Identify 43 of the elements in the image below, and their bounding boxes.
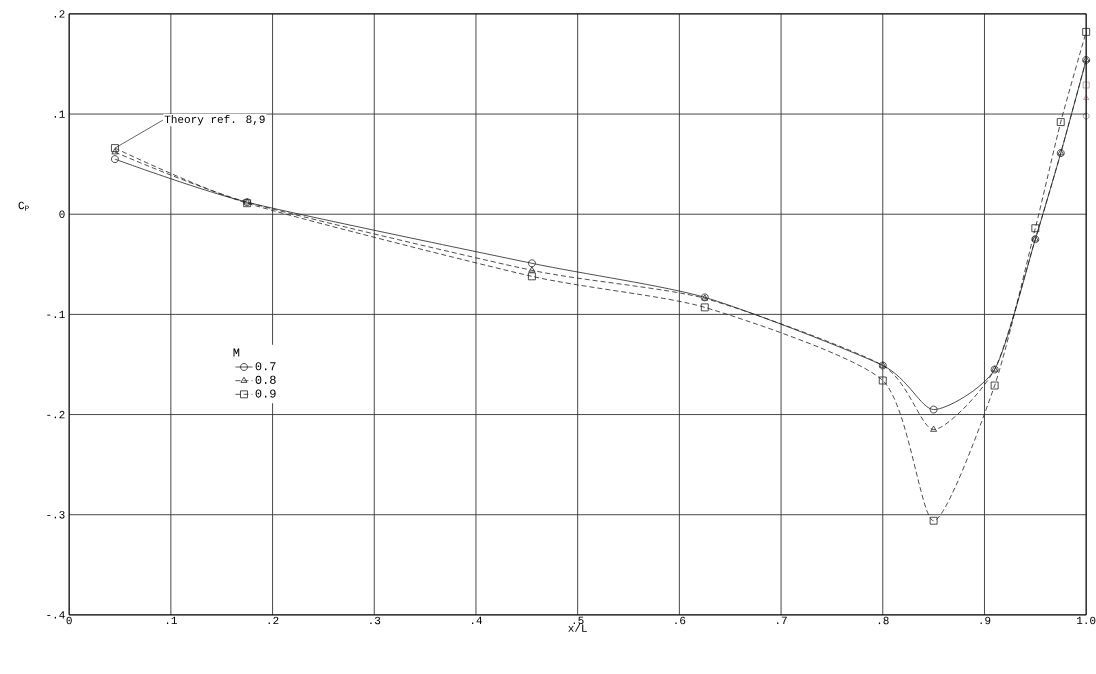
x-axis-title: x/L	[568, 623, 587, 632]
y-tick-label: .2	[54, 10, 65, 18]
y-tick-label: .1	[54, 110, 65, 118]
legend-title: M	[233, 348, 240, 357]
point	[1056, 118, 1065, 126]
point	[1031, 224, 1040, 233]
point	[528, 266, 536, 273]
point	[528, 259, 536, 268]
y-tick-label: -.2	[47, 410, 65, 419]
point	[111, 148, 119, 155]
x-tick-label: 0	[66, 616, 72, 625]
x-tick-label: .2	[268, 616, 279, 625]
point	[1082, 112, 1090, 120]
x-tick-label: .7	[777, 616, 787, 624]
point	[700, 303, 709, 312]
y-tick-label: -.1	[47, 310, 65, 319]
legend-label: 0.8	[255, 375, 276, 384]
point	[1082, 81, 1090, 89]
point	[990, 381, 999, 390]
x-tick-label: .1	[166, 616, 177, 624]
point	[528, 272, 536, 281]
point	[111, 155, 119, 164]
x-tick-label: .9	[980, 616, 991, 625]
point	[878, 376, 887, 385]
y-axis-title: C$_{P}$	[18, 201, 29, 211]
y-tick-label: -.3	[47, 510, 65, 519]
point	[111, 144, 119, 152]
point	[1083, 94, 1089, 100]
legend-label: 0.9	[255, 389, 276, 398]
x-tick-label: .5	[573, 616, 584, 625]
annotation: Theory ref. 8,9	[164, 114, 265, 126]
y-tick-label: 0	[59, 210, 65, 218]
y-tick-label: -.4	[47, 611, 65, 619]
x-tick-label: .4	[472, 616, 483, 624]
point	[929, 516, 938, 525]
point	[929, 405, 938, 414]
point	[1082, 28, 1091, 36]
legend-label: 0.7	[255, 362, 276, 371]
x-tick-label: 1.0	[1077, 616, 1096, 625]
x-tick-label: .3	[370, 616, 381, 625]
x-tick-label: .8	[878, 616, 889, 625]
x-tick-label: .6	[675, 616, 686, 625]
point	[930, 425, 938, 432]
